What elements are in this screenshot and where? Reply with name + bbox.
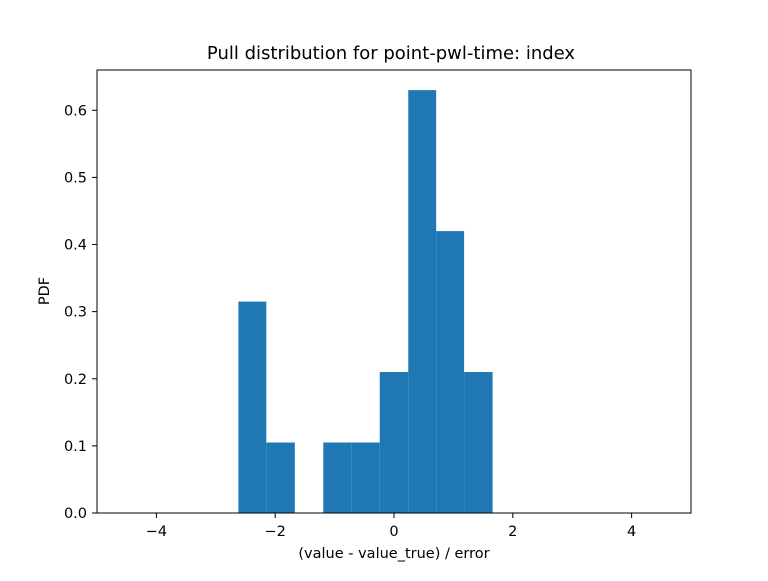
bars-group (238, 90, 493, 514)
histogram-bar (238, 301, 267, 513)
histogram-bar (266, 442, 295, 513)
y-tick-label: 0.6 (64, 103, 87, 119)
histogram-bar (464, 372, 493, 513)
y-tick-label: 0.0 (64, 506, 87, 522)
x-tick-label: −2 (265, 524, 286, 540)
histogram-bar (351, 442, 380, 513)
x-tick-label: 0 (389, 524, 398, 540)
chart-title: Pull distribution for point-pwl-time: in… (207, 43, 576, 64)
y-tick-label: 0.4 (64, 238, 87, 254)
y-tick-label: 0.1 (64, 439, 87, 455)
x-tick-label: 4 (627, 524, 636, 540)
y-tick-label: 0.2 (64, 372, 87, 388)
histogram-bar (379, 372, 409, 513)
y-tick-label: 0.5 (64, 170, 87, 186)
y-tick-label: 0.3 (64, 305, 87, 321)
histogram-bar (436, 231, 465, 513)
x-axis-label: (value - value_true) / error (298, 546, 489, 562)
histogram-bar (323, 442, 352, 513)
x-tick-label: −4 (146, 524, 167, 540)
x-axis-ticks: −4 −2 0 2 4 (146, 513, 636, 540)
y-axis-label: PDF (37, 277, 53, 305)
y-axis-ticks: 0.0 0.1 0.2 0.3 0.4 0.5 0.6 (64, 103, 97, 522)
histogram-bar (408, 90, 437, 514)
x-tick-label: 2 (508, 524, 517, 540)
